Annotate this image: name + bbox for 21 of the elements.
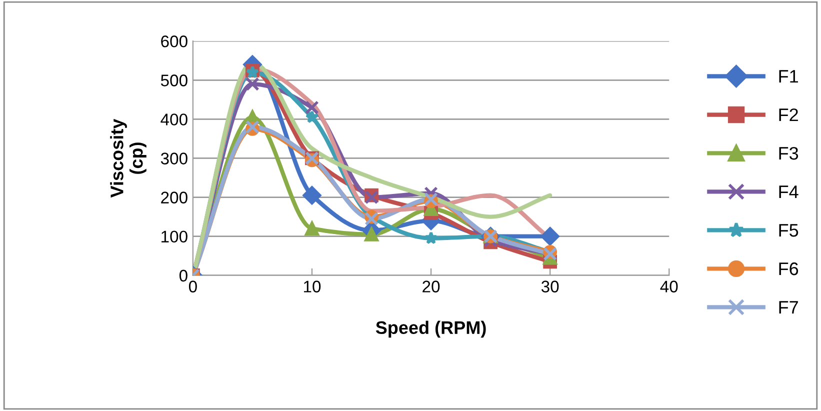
y-tick-label: 300 [160, 152, 188, 164]
y-tick-label: 200 [161, 192, 188, 204]
x-tick-label: 30 [541, 280, 559, 292]
legend-label: F4 [779, 186, 798, 198]
y-tick-label: 100 [162, 230, 188, 243]
y-tick-label: 0 [179, 270, 188, 282]
y-axis-title: Viscosity (cp) [110, 118, 146, 198]
legend-label: F2 [779, 108, 798, 122]
legend-label: F5 [779, 224, 798, 237]
legend-label: F3 [779, 146, 798, 160]
y-tick-label: 600 [161, 36, 188, 48]
y-tick-label: 400 [160, 114, 188, 126]
x-tick-label: 40 [660, 280, 678, 292]
legend-label: F7 [779, 301, 798, 314]
x-tick-label: 20 [422, 280, 440, 292]
legend-label: F1 [779, 70, 798, 83]
x-axis-title: Speed (RPM) [376, 320, 486, 338]
y-tick-label: 500 [160, 74, 188, 86]
x-tick-label: 0 [188, 280, 197, 292]
x-tick-label: 10 [304, 280, 321, 292]
legend-label: F6 [779, 262, 798, 276]
